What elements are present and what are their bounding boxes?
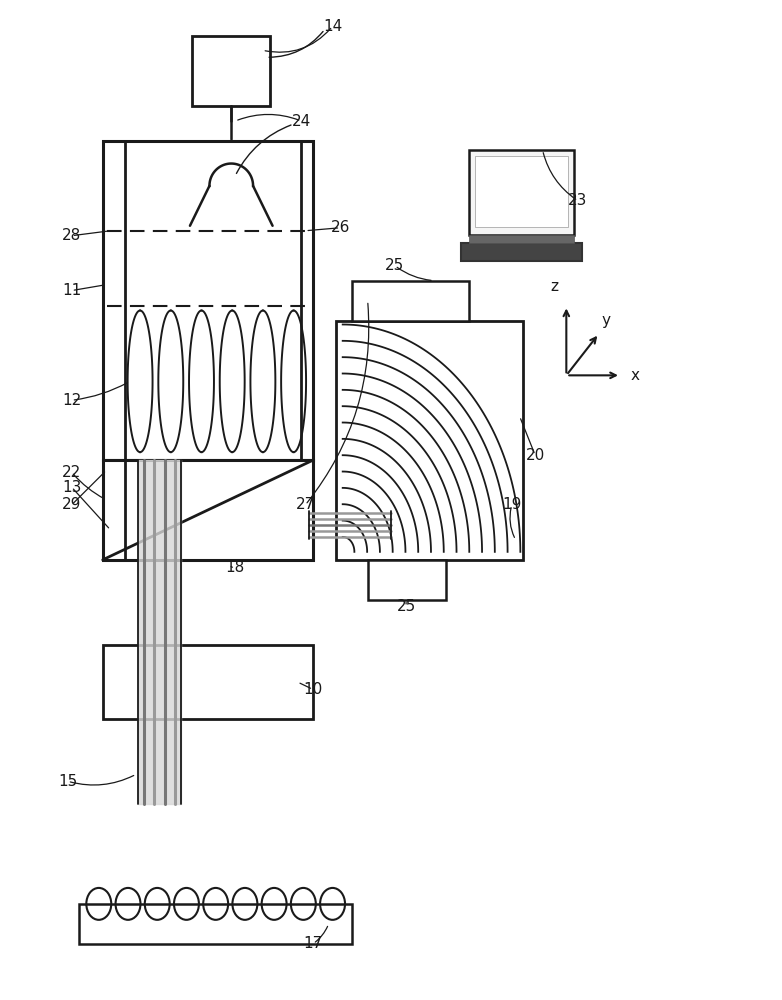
Text: y: y (602, 313, 611, 328)
Text: 27: 27 (296, 497, 315, 512)
Text: z: z (551, 279, 558, 294)
Bar (475, 156, 568, 227)
Text: 17: 17 (303, 936, 323, 951)
Text: 18: 18 (225, 560, 245, 575)
Text: 11: 11 (62, 283, 81, 298)
Text: 25: 25 (386, 258, 404, 273)
Text: 29: 29 (62, 497, 81, 512)
Text: 22: 22 (62, 465, 81, 480)
Bar (102, 141, 313, 460)
Text: 25: 25 (397, 599, 416, 614)
Bar (469, 150, 574, 235)
Bar (469, 235, 574, 243)
Bar (192, 36, 271, 106)
Bar (368, 560, 446, 600)
Text: 14: 14 (323, 19, 343, 34)
Text: 12: 12 (62, 393, 81, 408)
Bar (102, 460, 313, 560)
Text: 13: 13 (62, 480, 81, 495)
Text: 26: 26 (331, 220, 350, 235)
Text: 15: 15 (58, 774, 77, 789)
Bar (102, 645, 313, 719)
Bar (79, 904, 352, 944)
Text: 10: 10 (303, 682, 323, 697)
Text: 23: 23 (569, 193, 588, 208)
Text: 19: 19 (502, 497, 522, 512)
Text: x: x (630, 368, 639, 383)
Bar (352, 281, 469, 320)
Bar (461, 243, 582, 261)
Text: 20: 20 (526, 448, 545, 463)
Text: 24: 24 (292, 114, 311, 129)
Text: 28: 28 (62, 228, 81, 243)
Bar (336, 321, 523, 560)
